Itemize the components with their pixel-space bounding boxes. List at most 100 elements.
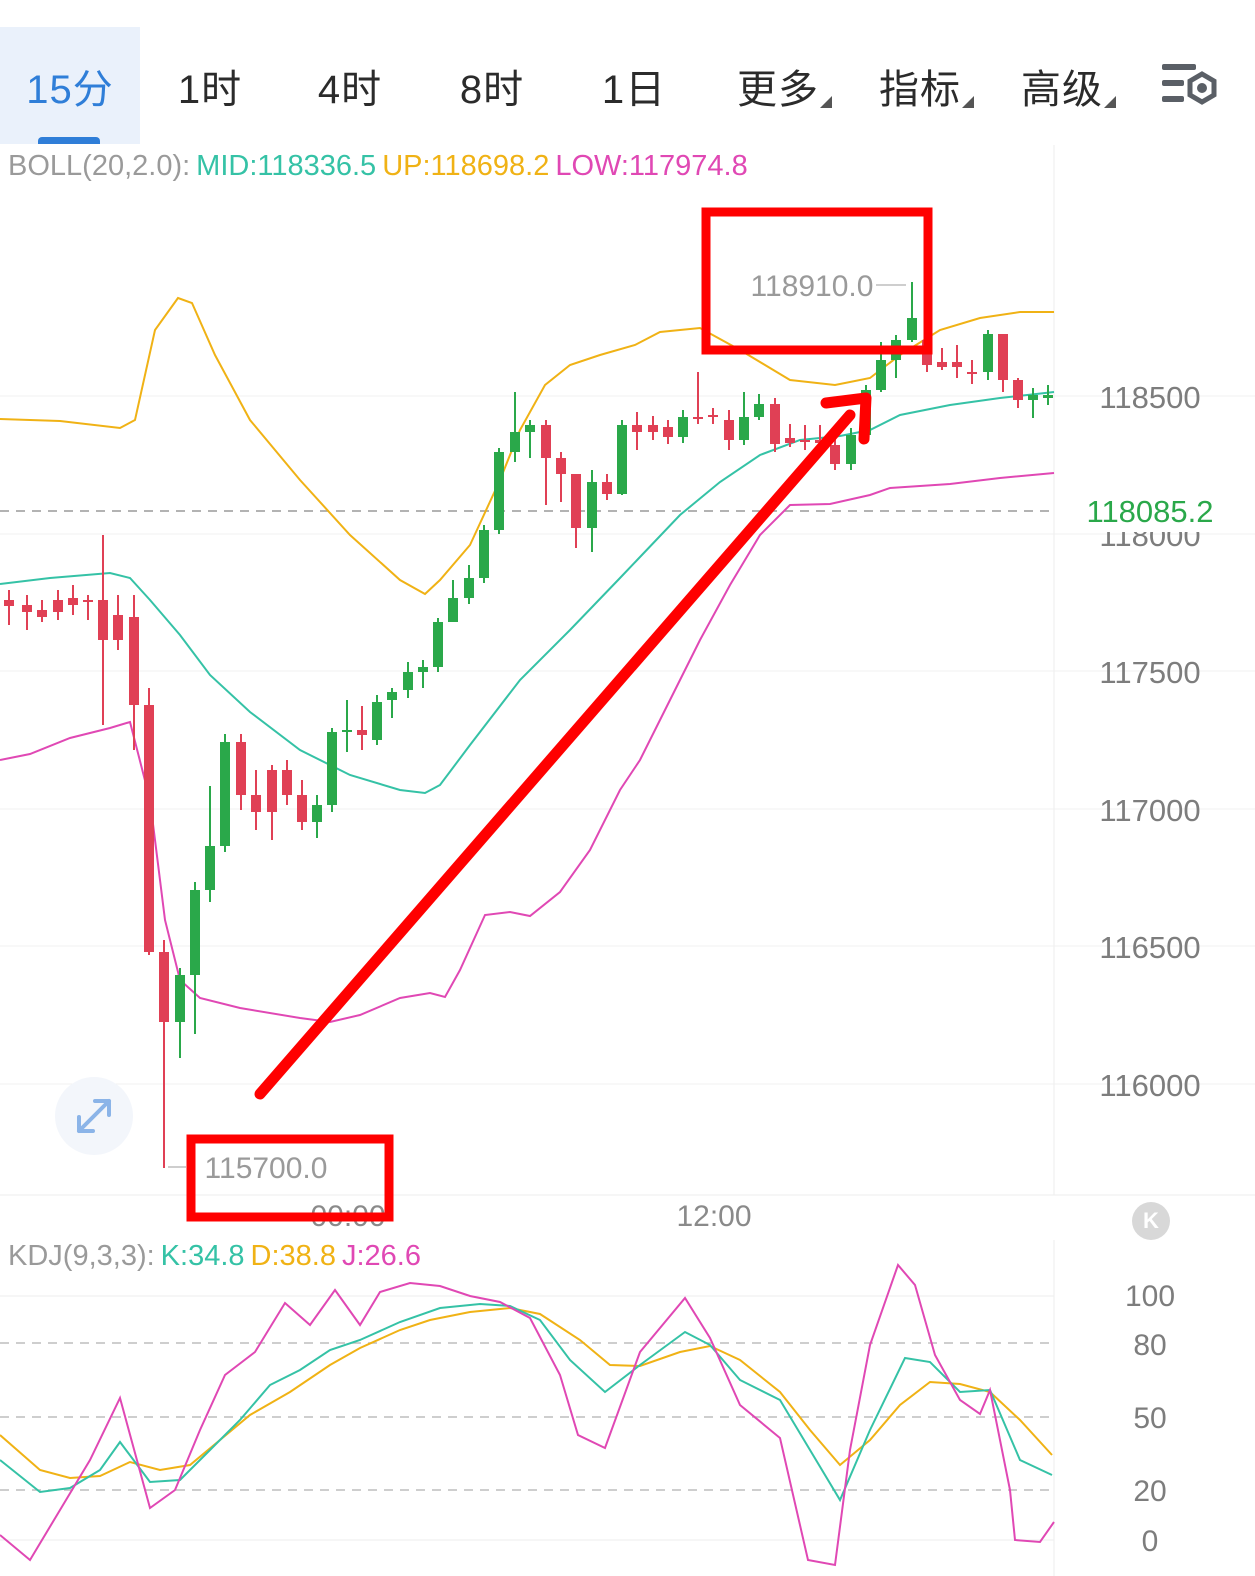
candle-down	[770, 404, 780, 444]
candle-down	[68, 598, 78, 605]
boll-legend: BOLL(20,2.0): MID:118336.5 UP:118698.2 LOW:…	[8, 150, 754, 183]
boll-up: UP:118698.2	[382, 150, 550, 182]
candle-down	[800, 440, 810, 442]
candle-up	[1043, 395, 1053, 398]
candle-up	[433, 622, 443, 667]
candle-up	[190, 890, 200, 975]
candle-down	[113, 615, 123, 640]
tab-1d[interactable]: 1日	[601, 67, 667, 112]
candle-up	[205, 846, 215, 890]
kdj-d: D:38.8	[250, 1240, 336, 1272]
candle-down	[98, 600, 108, 640]
price-axis-label: 118500	[1099, 380, 1200, 415]
candle-down	[297, 795, 307, 822]
tab-8h[interactable]: 8时	[459, 67, 525, 112]
candle-up	[617, 425, 627, 494]
time-axis-label: 12:00	[676, 1200, 751, 1233]
price-axis-label: 116000	[1099, 1068, 1200, 1103]
tab-15m[interactable]: 15分	[0, 27, 140, 144]
candle-up	[587, 482, 597, 528]
boll-upper-band	[0, 296, 1054, 596]
boll-lower-band	[0, 472, 1055, 1024]
candle-down	[952, 362, 962, 367]
candle-down	[632, 425, 642, 432]
low-price-label: 115700.0	[205, 1152, 328, 1185]
candle-down	[4, 600, 14, 606]
candle-down	[251, 795, 261, 812]
candle-up	[907, 318, 917, 340]
candle-up	[387, 692, 397, 700]
candle-down	[967, 372, 977, 374]
candle-up	[754, 404, 764, 417]
boll-name: BOLL(20,2.0):	[8, 150, 191, 182]
boll-low: LOW:117974.8	[555, 150, 748, 182]
candle-down	[724, 420, 734, 440]
candle-up	[220, 742, 230, 846]
dropdown-triangle-icon	[962, 96, 974, 108]
dropdown-triangle-icon	[1104, 96, 1116, 108]
kdj-k: K:34.8	[160, 1240, 245, 1272]
candle-down	[998, 334, 1008, 380]
candle-down	[541, 425, 551, 458]
tab-4h[interactable]: 4时	[317, 67, 383, 112]
kdj-axis-label: 0	[1142, 1525, 1159, 1558]
candle-up	[983, 334, 993, 372]
candle-down	[22, 605, 32, 612]
candle-down	[663, 427, 673, 437]
kdj-axis-label: 50	[1133, 1402, 1166, 1435]
trend-arrow-head	[820, 392, 872, 445]
kdj-name: KDJ(9,3,3):	[8, 1240, 155, 1272]
active-tab-indicator	[38, 137, 100, 144]
candle-up	[479, 530, 489, 578]
tab-advanced-dropdown[interactable]: 高级	[1012, 27, 1116, 144]
candle-up	[312, 805, 322, 822]
candle-up	[418, 667, 428, 672]
candle-up	[1028, 395, 1038, 400]
tab-more-dropdown[interactable]: 更多	[728, 27, 832, 144]
candle-down	[708, 415, 718, 417]
candle-up	[372, 702, 382, 740]
candle-down	[357, 730, 367, 735]
price-axis-label: 117000	[1099, 793, 1200, 828]
candle-up	[342, 730, 352, 732]
candle-down	[937, 362, 947, 367]
candle-up	[876, 360, 886, 390]
candle-down	[830, 445, 840, 464]
candle-down	[267, 770, 277, 812]
current-price-label: 118085.2	[1087, 494, 1214, 529]
tab-indicators-dropdown[interactable]: 指标	[870, 27, 974, 144]
tab-1h[interactable]: 1时	[177, 67, 243, 112]
candle-up	[448, 598, 458, 622]
candle-up	[846, 435, 856, 464]
low-annotation-box	[186, 1134, 394, 1222]
high-annotation-box	[701, 207, 933, 355]
candle-down	[129, 617, 139, 705]
high-price-label: 118910.0	[751, 270, 874, 303]
candle-up	[510, 432, 520, 452]
candle-up	[175, 975, 185, 1022]
scroll-to-latest-button[interactable]: K	[1132, 1202, 1170, 1240]
candle-down	[53, 600, 63, 612]
chart-settings-icon[interactable]	[1158, 58, 1224, 116]
kdj-axis-label: 80	[1133, 1329, 1166, 1362]
boll-mid: MID:118336.5	[196, 150, 377, 182]
kdj-d-line	[0, 1306, 1053, 1480]
price-axis-label: 117500	[1099, 655, 1200, 690]
candle-down	[571, 474, 581, 528]
kdj-legend: KDJ(9,3,3): K:34.8 D:38.8 J:26.6	[8, 1240, 427, 1273]
candle-up	[739, 417, 749, 440]
dropdown-triangle-icon	[820, 96, 832, 108]
expand-icon	[77, 1099, 111, 1133]
kdj-k-line	[0, 1302, 1053, 1503]
candle-down	[83, 600, 93, 602]
candle-down	[159, 952, 169, 1022]
fullscreen-expand-button[interactable]	[55, 1077, 133, 1155]
candle-down	[648, 425, 658, 432]
candle-up	[403, 672, 413, 690]
candle-up	[678, 417, 688, 437]
candle-down	[693, 417, 703, 419]
candle-down	[282, 770, 292, 795]
candle-up	[494, 452, 504, 530]
